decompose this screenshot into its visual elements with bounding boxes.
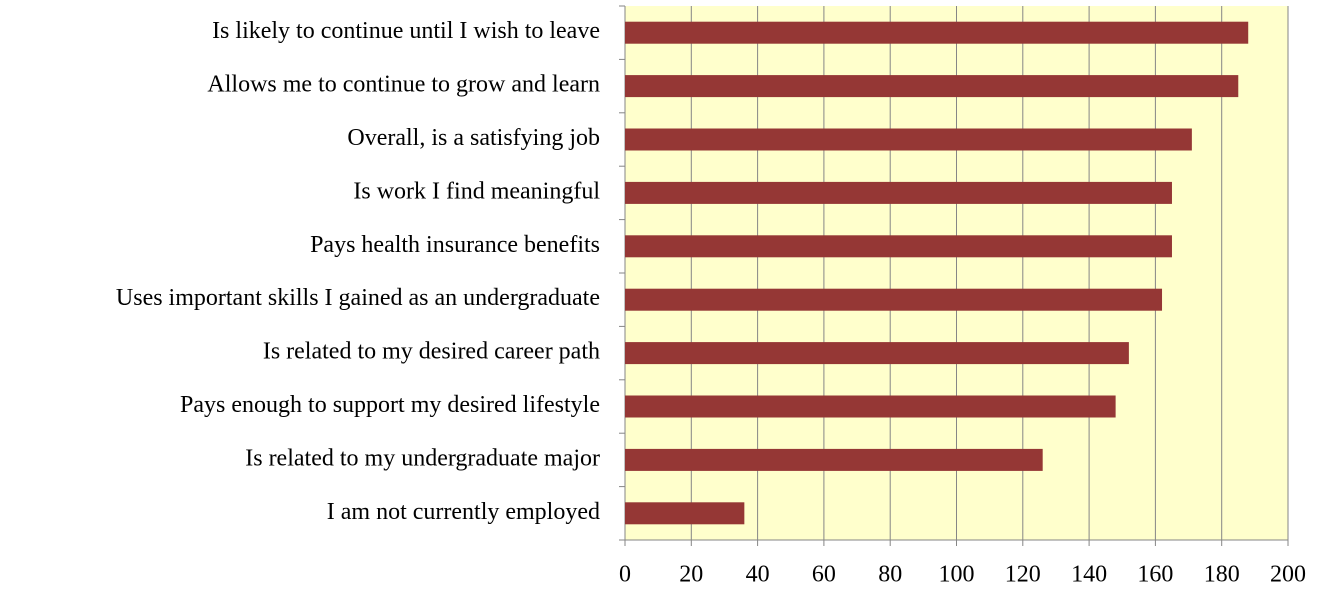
x-tick-label: 60 bbox=[812, 562, 836, 588]
x-tick-label: 160 bbox=[1137, 562, 1173, 588]
x-tick-label: 80 bbox=[878, 562, 902, 588]
x-tick-label: 100 bbox=[939, 562, 975, 588]
y-tick-label: Is likely to continue until I wish to le… bbox=[212, 18, 600, 44]
x-tick-label: 140 bbox=[1071, 562, 1107, 588]
bar bbox=[625, 128, 1192, 151]
x-tick-label: 120 bbox=[1005, 562, 1041, 588]
y-tick-label: Is related to my undergraduate major bbox=[245, 445, 600, 471]
y-tick-label: Is work I find meaningful bbox=[353, 178, 600, 204]
y-tick-label: Overall, is a satisfying job bbox=[347, 125, 600, 151]
x-tick-label: 200 bbox=[1270, 562, 1306, 588]
bar bbox=[625, 235, 1172, 258]
bar bbox=[625, 448, 1043, 471]
x-tick-label: 40 bbox=[746, 562, 770, 588]
y-tick-label: Uses important skills I gained as an und… bbox=[116, 285, 600, 311]
bar bbox=[625, 502, 745, 525]
x-tick-label: 180 bbox=[1204, 562, 1240, 588]
y-tick-label: Allows me to continue to grow and learn bbox=[207, 72, 600, 98]
y-tick-label: Is related to my desired career path bbox=[263, 339, 600, 365]
bar bbox=[625, 395, 1116, 418]
y-tick-label: Pays health insurance benefits bbox=[310, 232, 600, 258]
bar bbox=[625, 181, 1172, 204]
bar bbox=[625, 75, 1239, 98]
bar bbox=[625, 288, 1163, 311]
y-tick-label: I am not currently employed bbox=[327, 499, 600, 525]
y-tick-label: Pays enough to support my desired lifest… bbox=[180, 392, 600, 418]
x-tick-label: 20 bbox=[679, 562, 703, 588]
x-tick-label: 0 bbox=[619, 562, 631, 588]
bar bbox=[625, 342, 1129, 365]
bar bbox=[625, 21, 1249, 44]
